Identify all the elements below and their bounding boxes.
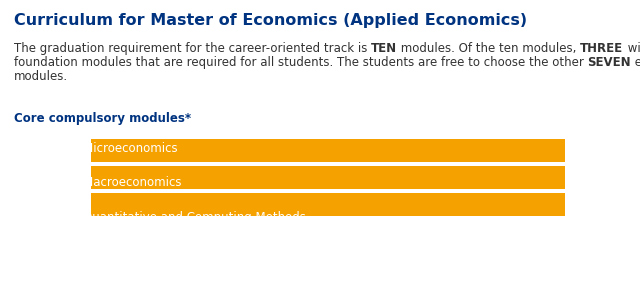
Text: ECA5101 Microeconomics: ECA5101 Microeconomics [26, 142, 178, 155]
Text: +: + [603, 142, 614, 155]
Text: ECA5102 Macroeconomics: ECA5102 Macroeconomics [26, 177, 182, 189]
Bar [91, 193, 565, 216]
Text: modules.: modules. [14, 70, 68, 83]
Text: elective: elective [631, 56, 640, 69]
Text: will be core: will be core [623, 42, 640, 55]
Text: SEVEN: SEVEN [588, 56, 631, 69]
Text: TEN: TEN [371, 42, 397, 55]
Bar [91, 166, 565, 189]
Text: +: + [603, 211, 614, 225]
Text: modules. Of the ten modules,: modules. Of the ten modules, [397, 42, 580, 55]
Text: +: + [603, 177, 614, 189]
Text: foundation modules that are required for all students. The students are free to : foundation modules that are required for… [14, 56, 588, 69]
Text: Curriculum for Master of Economics (Applied Economics): Curriculum for Master of Economics (Appl… [14, 13, 527, 28]
Text: THREE: THREE [580, 42, 623, 55]
Text: Core compulsory modules*: Core compulsory modules* [14, 112, 191, 125]
Text: The graduation requirement for the career-oriented track is: The graduation requirement for the caree… [14, 42, 371, 55]
Text: ECA5103 Quantitative and Computing Methods: ECA5103 Quantitative and Computing Metho… [26, 211, 306, 225]
Bar [91, 139, 565, 162]
